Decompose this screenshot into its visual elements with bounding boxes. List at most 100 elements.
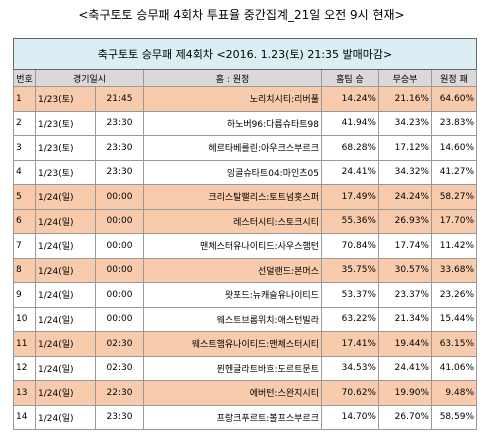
table-cell: 1/24(일) [35, 331, 96, 357]
table-cell: 58.27% [430, 184, 478, 210]
table-cell: 41.06% [430, 355, 478, 381]
table-row: 8 1/24(일) 00:00 선덜랜드:본머스 35.75% 30.57% 33.68% [13, 257, 478, 283]
table-cell: 1/24(일) [35, 233, 96, 259]
table-cell: 00:00 [95, 257, 144, 283]
odds-table: 축구토토 승무패 제4회차 <2016. 1.23(토) 21:35 발매마감>… [12, 38, 478, 430]
table-cell: 뮌헨글라트바흐:도르트문트 [143, 355, 322, 381]
table-cell: 23.26% [430, 282, 478, 308]
table-cell: 8 [13, 257, 36, 283]
table-cell: 19.44% [378, 331, 432, 357]
table-title: 축구토토 승무패 제4회차 <2016. 1.23(토) 21:35 발매마감> [12, 38, 478, 70]
table-row: 11 1/24(일) 02:30 웨스트햄유나이티드:맨체스터시티 17.41% 19.4… [13, 331, 478, 357]
table-cell: 1/24(일) [35, 380, 96, 406]
table-cell: 23:30 [95, 404, 144, 430]
table-cell: 64.60% [430, 86, 478, 112]
table-cell: 26.93% [378, 208, 432, 234]
table-cell: 21.16% [378, 86, 432, 112]
table-cell: 에버턴:스완지시티 [143, 380, 322, 406]
table-cell: 1/24(일) [35, 404, 96, 430]
table-cell: 1/23(토) [35, 135, 96, 161]
table-cell: 55.36% [321, 208, 379, 234]
table-cell: 잉골슈타트04:마인츠05 [143, 159, 322, 185]
table-row: 2 1/23(토) 23:30 하노버96:다름슈타트98 41.94% 34.23% 23… [13, 110, 478, 136]
table-cell: 14.60% [430, 135, 478, 161]
table-cell: 왓포드:뉴캐슬유나이티드 [143, 282, 322, 308]
table-cell: 33.68% [430, 257, 478, 283]
table-cell: 41.27% [430, 159, 478, 185]
table-cell: 1/24(일) [35, 355, 96, 381]
table-cell: 프랑크푸르트:볼프스부르크 [143, 404, 322, 430]
column-header: 번호 [13, 69, 36, 87]
header-row: 번호 경기일시 홈 : 원정 홈팀 승 무승부 원정 패 [13, 69, 478, 87]
table-cell: 14.70% [321, 404, 379, 430]
table-cell: 1/24(일) [35, 184, 96, 210]
table-cell: 34.23% [378, 110, 432, 136]
table-cell: 23:30 [95, 110, 144, 136]
table-cell: 14.24% [321, 86, 379, 112]
table-row: 3 1/23(토) 23:30 헤르타베를린:아우크스부르크 68.28% 17.12% 1… [13, 135, 478, 161]
table-row: 9 1/24(일) 00:00 왓포드:뉴캐슬유나이티드 53.37% 23.37% 23.… [13, 282, 478, 308]
table-cell: 12 [13, 355, 36, 381]
column-header: 무승부 [378, 69, 432, 87]
table-cell: 3 [13, 135, 36, 161]
table-cell: 2 [13, 110, 36, 136]
table-cell: 크리스탈팰리스:토트넘홋스퍼 [143, 184, 322, 210]
table-cell: 24.41% [321, 159, 379, 185]
table-cell: 1/23(토) [35, 86, 96, 112]
table-cell: 17.74% [378, 233, 432, 259]
table-cell: 58.59% [430, 404, 478, 430]
column-header: 홈팀 승 [321, 69, 379, 87]
table-cell: 17.12% [378, 135, 432, 161]
table-cell: 11.42% [430, 233, 478, 259]
table-cell: 4 [13, 159, 36, 185]
table-cell: 30.57% [378, 257, 432, 283]
table-cell: 70.62% [321, 380, 379, 406]
table-row: 4 1/23(토) 23:30 잉골슈타트04:마인츠05 24.41% 34.32% 41… [13, 159, 478, 185]
table-cell: 34.53% [321, 355, 379, 381]
column-header: 홈 : 원정 [143, 69, 322, 87]
table-cell: 웨스트햄유나이티드:맨체스터시티 [143, 331, 322, 357]
table-cell: 1 [13, 86, 36, 112]
table-row: 12 1/24(일) 02:30 뮌헨글라트바흐:도르트문트 34.53% 24.41% 4… [13, 355, 478, 381]
table-cell: 헤르타베를린:아우크스부르크 [143, 135, 322, 161]
table-row: 7 1/24(일) 00:00 맨체스터유나이티드:사우스햄턴 70.84% 17.74%… [13, 233, 478, 259]
table-cell: 1/24(일) [35, 306, 96, 332]
page-title: <축구토토 승무패 4회차 투표율 중간집계_21일 오전 9시 현재> [78, 8, 405, 22]
table-cell: 68.28% [321, 135, 379, 161]
table-cell: 00:00 [95, 208, 144, 234]
table-cell: 15.44% [430, 306, 478, 332]
table-cell: 선덜랜드:본머스 [143, 257, 322, 283]
table-row: 6 1/24(일) 00:00 레스터시티:스토크시티 55.36% 26.93% 17.7… [13, 208, 478, 234]
table-cell: 00:00 [95, 233, 144, 259]
table-cell: 22:30 [95, 380, 144, 406]
table-cell: 1/24(일) [35, 208, 96, 234]
table-cell: 23:30 [95, 135, 144, 161]
table-cell: 웨스트브롬위치:애스턴빌라 [143, 306, 322, 332]
table-row: 5 1/24(일) 00:00 크리스탈팰리스:토트넘홋스퍼 17.49% 24.24% 5… [13, 184, 478, 210]
table-cell: 6 [13, 208, 36, 234]
column-header: 경기일시 [35, 69, 144, 87]
table-cell: 노리치시티:리버풀 [143, 86, 322, 112]
table-cell: 00:00 [95, 306, 144, 332]
table-cell: 34.32% [378, 159, 432, 185]
table-cell: 53.37% [321, 282, 379, 308]
table-cell: 맨체스터유나이티드:사우스햄턴 [143, 233, 322, 259]
table-cell: 레스터시티:스토크시티 [143, 208, 322, 234]
table-cell: 17.70% [430, 208, 478, 234]
table-cell: 23.83% [430, 110, 478, 136]
table-cell: 00:00 [95, 282, 144, 308]
table-cell: 1/24(일) [35, 257, 96, 283]
table-cell: 63.22% [321, 306, 379, 332]
table-title-row: 축구토토 승무패 제4회차 <2016. 1.23(토) 21:35 발매마감> [12, 38, 478, 70]
column-header: 원정 패 [430, 69, 478, 87]
table-cell: 10 [13, 306, 36, 332]
table-cell: 63.15% [430, 331, 478, 357]
table-cell: 1/23(토) [35, 110, 96, 136]
table-cell: 23.37% [378, 282, 432, 308]
table-cell: 9 [13, 282, 36, 308]
table-cell: 00:00 [95, 184, 144, 210]
table-cell: 41.94% [321, 110, 379, 136]
table-cell: 21:45 [95, 86, 144, 112]
table-cell: 24.24% [378, 184, 432, 210]
